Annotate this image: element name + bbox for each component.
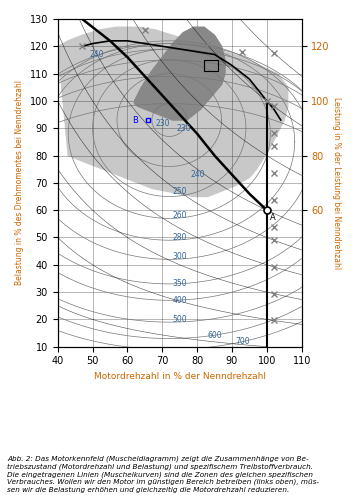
- Text: 250: 250: [173, 187, 187, 196]
- Text: 600: 600: [208, 331, 222, 340]
- Text: 280: 280: [173, 233, 187, 242]
- Text: 240: 240: [89, 50, 104, 59]
- X-axis label: Motordrehzahl in % der Nenndrehzahl: Motordrehzahl in % der Nenndrehzahl: [94, 372, 266, 381]
- Text: 400: 400: [173, 296, 187, 305]
- Text: 500: 500: [173, 315, 187, 324]
- Text: A: A: [270, 213, 276, 222]
- Bar: [204, 60, 218, 71]
- Polygon shape: [58, 27, 288, 197]
- Text: 240: 240: [190, 170, 205, 179]
- Text: 350: 350: [173, 279, 187, 289]
- Text: 700: 700: [235, 337, 250, 346]
- Text: 230: 230: [176, 124, 191, 133]
- Polygon shape: [135, 27, 225, 120]
- Y-axis label: Belastung in % des Drehmomentes bei Nenndrehzahl: Belastung in % des Drehmomentes bei Nenn…: [15, 80, 24, 285]
- Text: 230: 230: [155, 118, 170, 128]
- Text: B: B: [132, 115, 138, 125]
- Text: Abb. 2: Das Motorkennfeld (Muscheldiagramm) zeigt die Zusammenhänge von Be-
trie: Abb. 2: Das Motorkennfeld (Muscheldiagra…: [7, 456, 319, 493]
- Text: 260: 260: [173, 211, 187, 220]
- Text: 300: 300: [173, 252, 187, 261]
- Y-axis label: Leistung in % der Leistung bei Nenndrehzahl: Leistung in % der Leistung bei Nenndrehz…: [332, 97, 341, 269]
